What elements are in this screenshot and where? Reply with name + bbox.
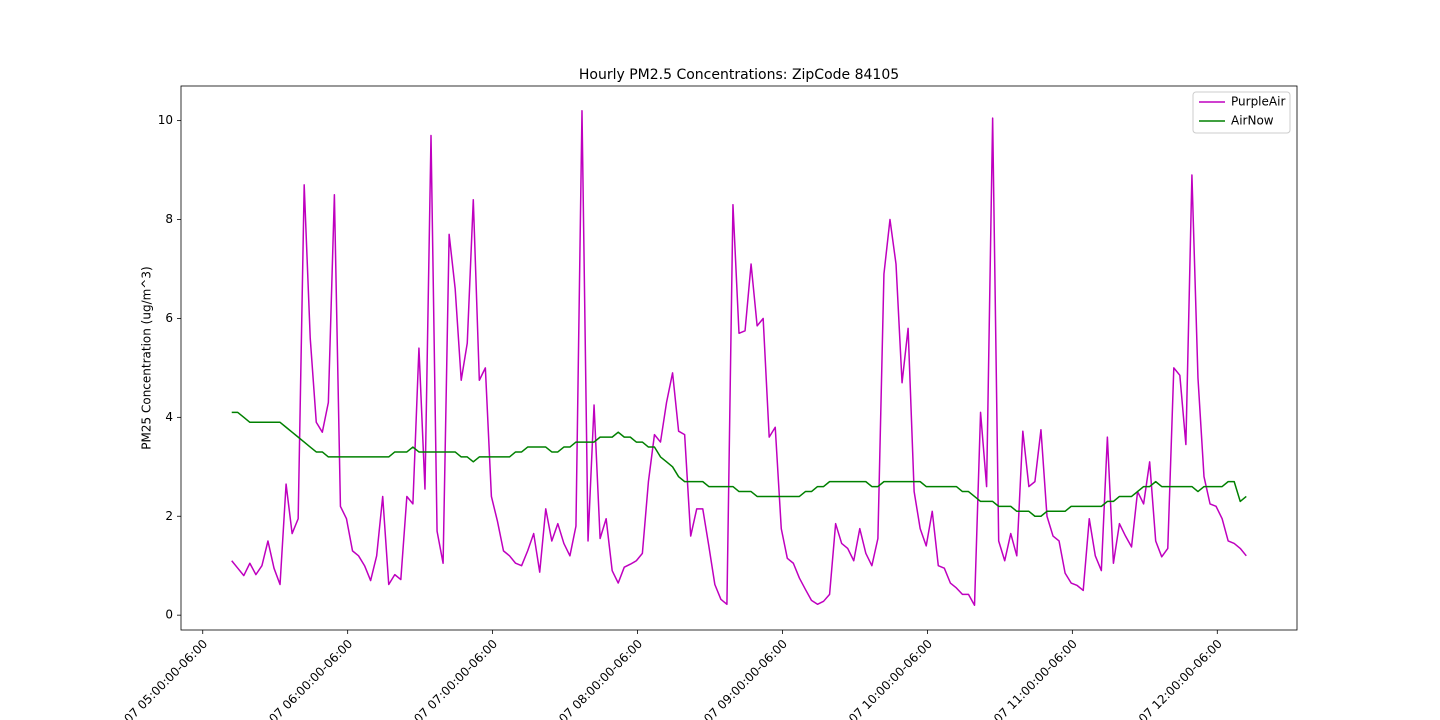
y-tick-label: 6 xyxy=(165,311,173,325)
chart-title: Hourly PM2.5 Concentrations: ZipCode 841… xyxy=(579,67,899,83)
series-line xyxy=(231,411,1247,517)
legend-label: AirNow xyxy=(1231,114,1274,128)
y-tick-label: 10 xyxy=(158,113,173,127)
y-tick-label: 2 xyxy=(165,509,173,523)
series-line xyxy=(231,109,1247,607)
legend-label: PurpleAir xyxy=(1231,95,1285,109)
y-tick-label: 0 xyxy=(165,608,173,622)
y-axis-label: PM25 Concentration (ug/m^3) xyxy=(140,266,154,449)
y-tick-label: 8 xyxy=(165,212,173,226)
plot-frame xyxy=(180,85,1298,631)
y-tick-label: 4 xyxy=(165,410,173,424)
